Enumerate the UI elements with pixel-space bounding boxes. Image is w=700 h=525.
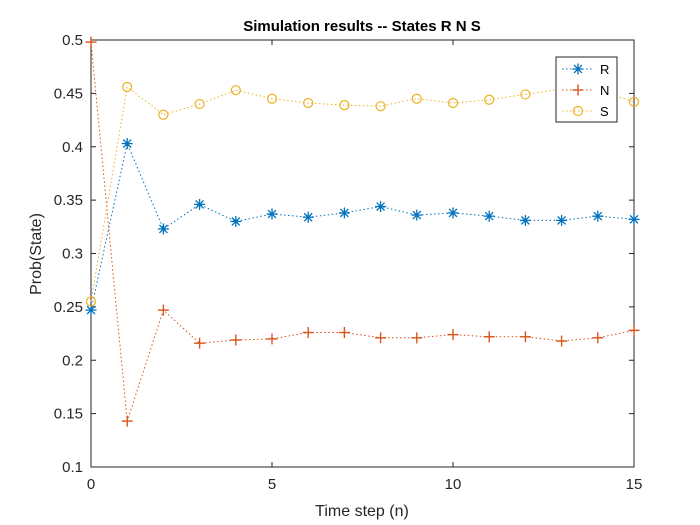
data-point-r bbox=[519, 214, 531, 226]
data-point-r bbox=[592, 210, 604, 222]
chart-title: Simulation results -- States R N S bbox=[243, 18, 481, 35]
data-point-s bbox=[230, 85, 241, 96]
y-tick-label: 0.25 bbox=[54, 299, 83, 316]
x-tick-label: 0 bbox=[87, 476, 95, 493]
plot-area bbox=[90, 39, 635, 468]
data-point-n bbox=[266, 333, 278, 345]
y-tick-label: 0.1 bbox=[62, 459, 83, 476]
data-point-n bbox=[85, 36, 97, 48]
data-point-n bbox=[157, 304, 169, 316]
x-tick-label: 10 bbox=[445, 476, 462, 493]
data-point-s bbox=[85, 296, 97, 307]
data-point-s bbox=[303, 97, 314, 109]
data-point-s bbox=[266, 93, 278, 104]
legend-label: S bbox=[600, 104, 609, 119]
data-point-s bbox=[484, 94, 495, 105]
data-point-n bbox=[230, 334, 242, 346]
data-point-n bbox=[556, 335, 568, 347]
series-n bbox=[85, 36, 640, 427]
data-point-s bbox=[375, 101, 386, 112]
data-point-n bbox=[375, 332, 387, 344]
data-point-n bbox=[302, 326, 314, 338]
data-point-s bbox=[628, 96, 640, 108]
legend-label: N bbox=[600, 83, 609, 98]
legend-entry-n: N bbox=[562, 83, 609, 98]
legend-marker bbox=[572, 105, 584, 117]
data-point-n bbox=[121, 415, 133, 427]
y-axis-label: Prob(State) bbox=[28, 213, 45, 295]
data-point-s bbox=[520, 89, 531, 100]
data-point-n bbox=[194, 337, 206, 349]
data-point-r bbox=[194, 198, 206, 210]
data-point-n bbox=[483, 331, 495, 343]
legend-marker bbox=[572, 63, 584, 75]
y-tick-label: 0.5 bbox=[62, 32, 83, 49]
legend: RNS bbox=[555, 56, 618, 123]
data-point-n bbox=[338, 326, 350, 338]
data-point-r bbox=[447, 207, 459, 219]
series-line-r bbox=[90, 141, 635, 311]
data-point-s bbox=[339, 100, 350, 111]
data-point-n bbox=[519, 331, 531, 343]
data-point-s bbox=[158, 109, 169, 120]
data-point-s bbox=[447, 97, 459, 109]
series-layer bbox=[85, 36, 640, 427]
data-point-r bbox=[230, 215, 242, 227]
x-axis-label: Time step (n) bbox=[315, 503, 409, 520]
data-point-s bbox=[411, 93, 422, 104]
axis-ticks: 0 5 10 15 0.1 0.15 0.2 0.25 0.3 0.35 0.4 0.45 0.5 bbox=[54, 32, 643, 493]
data-point-s bbox=[122, 81, 133, 93]
data-point-n bbox=[628, 324, 640, 336]
x-tick-label: 5 bbox=[268, 476, 276, 493]
y-tick-label: 0.2 bbox=[62, 352, 83, 369]
data-point-r bbox=[411, 209, 423, 221]
data-point-r bbox=[483, 210, 495, 222]
series-r bbox=[85, 138, 640, 316]
legend-marker bbox=[572, 84, 584, 96]
legend-entry-r: R bbox=[562, 62, 609, 77]
data-point-r bbox=[375, 201, 387, 213]
data-point-r bbox=[157, 223, 169, 235]
data-point-r bbox=[338, 207, 350, 219]
data-point-s bbox=[194, 98, 205, 110]
y-tick-label: 0.35 bbox=[54, 192, 83, 209]
y-tick-label: 0.45 bbox=[54, 85, 83, 102]
y-tick-label: 0.4 bbox=[62, 139, 83, 156]
legend-label: R bbox=[600, 62, 609, 77]
data-point-r bbox=[302, 211, 314, 223]
data-point-n bbox=[411, 332, 423, 344]
data-point-r bbox=[628, 213, 640, 225]
data-point-r bbox=[121, 138, 133, 150]
data-point-r bbox=[266, 208, 278, 220]
data-point-r bbox=[556, 214, 568, 226]
y-tick-label: 0.3 bbox=[62, 246, 83, 263]
legend-entry-s: S bbox=[562, 104, 609, 119]
data-point-n bbox=[447, 329, 459, 341]
data-point-n bbox=[592, 332, 604, 344]
y-tick-label: 0.15 bbox=[54, 406, 83, 423]
x-tick-label: 15 bbox=[626, 476, 643, 493]
